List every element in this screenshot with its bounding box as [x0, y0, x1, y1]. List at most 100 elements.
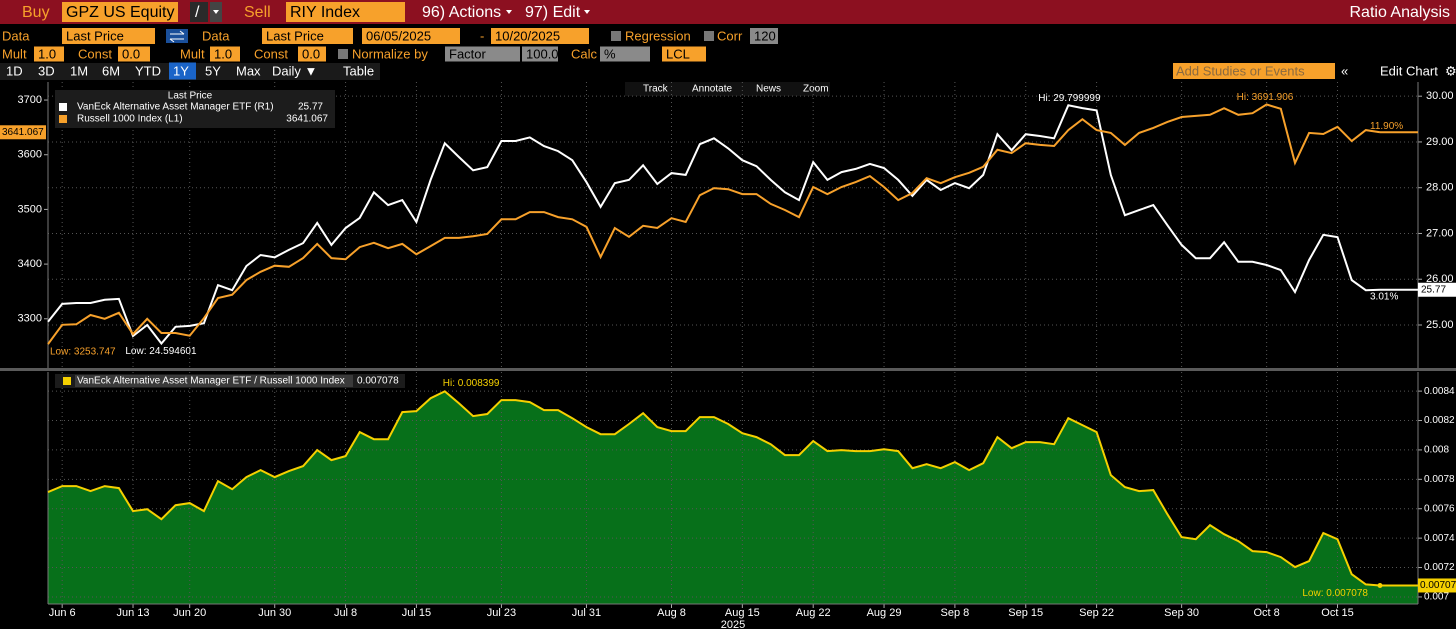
x-tick-label: Aug 8 [657, 607, 686, 619]
field-value[interactable]: 6M [102, 63, 120, 78]
security-box[interactable] [286, 2, 405, 22]
x-tick-label: Sep 8 [941, 607, 970, 619]
input-box[interactable] [262, 28, 353, 44]
input-box[interactable] [600, 46, 650, 62]
checkbox[interactable] [704, 31, 714, 41]
field-value[interactable]: Factor [449, 46, 487, 61]
hi-label: Hi: 29.799999 [1038, 93, 1101, 104]
add-studies-box[interactable] [1173, 63, 1335, 79]
field-value[interactable]: Daily ▼ [272, 63, 317, 78]
input-box[interactable] [298, 46, 326, 62]
field-value[interactable]: LCL [666, 46, 690, 61]
panel-separator [0, 368, 1456, 371]
y-tick-label: 3400 [18, 258, 42, 270]
checkbox[interactable] [338, 49, 348, 59]
legend-highlight [75, 375, 353, 387]
legend-name: VanEck Alternative Asset Manager ETF (R1… [77, 102, 274, 113]
input-box[interactable] [362, 28, 460, 44]
tool-annotate[interactable]: Annotate [692, 84, 732, 95]
y-tick-label: 0.0072 [1424, 562, 1455, 573]
field-value[interactable]: 3D [38, 63, 55, 78]
security-box[interactable] [62, 2, 178, 22]
y2-tick-label: 30.00 [1426, 90, 1454, 102]
tool-track[interactable]: Track [643, 84, 669, 95]
field-value[interactable]: Last Price [66, 28, 124, 43]
y-tick-label: 0.007 [1424, 592, 1449, 603]
field-value[interactable]: 10/20/2025 [495, 28, 560, 43]
input-box[interactable] [662, 46, 706, 62]
field-label: Calc [571, 46, 598, 61]
field-value[interactable]: 120 [754, 28, 776, 43]
y-tick-label: 0.008 [1424, 445, 1449, 456]
price-line [47, 104, 1381, 346]
y2-tick-label: 26.00 [1426, 273, 1454, 285]
field-value[interactable]: % [604, 46, 616, 61]
checkbox[interactable] [611, 31, 621, 41]
settings-icon[interactable]: ⚙ [1445, 63, 1456, 78]
field-value[interactable]: 1D [6, 63, 23, 78]
edit-menu[interactable]: 97) Edit [525, 4, 581, 21]
price-line [47, 103, 1381, 345]
field-label: Const [78, 46, 112, 61]
input-box[interactable] [34, 46, 64, 62]
legend-swatch [63, 377, 71, 385]
field-value[interactable]: 1.0 [214, 46, 232, 61]
y-tick-label: 0.0076 [1424, 503, 1455, 514]
collapse-icon[interactable]: « [1341, 63, 1348, 78]
add-studies[interactable]: Add Studies or Events [1176, 63, 1305, 78]
input-box[interactable] [118, 46, 150, 62]
field-value[interactable]: 0.0 [122, 46, 140, 61]
separator-box[interactable] [190, 2, 208, 22]
input-box[interactable] [62, 28, 155, 44]
x-tick-label: Aug 29 [867, 607, 902, 619]
x-tick-label: Jul 23 [487, 607, 516, 619]
field-value[interactable]: 100.0 [526, 46, 559, 61]
hi-label: Hi: 0.008399 [443, 378, 500, 389]
price-tag-value: 0.00707 [1420, 580, 1456, 591]
security1[interactable]: GPZ US Equity [66, 4, 174, 21]
ratio-area [48, 391, 1418, 604]
security2[interactable]: RIY Index [290, 4, 360, 21]
input-box[interactable] [445, 46, 520, 62]
field-label: Normalize by [352, 46, 428, 61]
menu-arrow [506, 10, 512, 14]
change-label: 11.90% [1370, 121, 1403, 132]
ratio-line [47, 390, 1381, 587]
field-value[interactable]: 1Y [173, 63, 189, 78]
field-value[interactable]: 1.0 [38, 46, 56, 61]
y-tick-label: 0.0074 [1424, 533, 1455, 544]
x-tick-label: Jun 13 [117, 607, 150, 619]
x-tick-label: Sep 30 [1164, 607, 1199, 619]
x-tick-label: Aug 15 [725, 607, 760, 619]
dropdown-arrow [213, 10, 219, 14]
field-value[interactable]: 0.0 [302, 46, 320, 61]
input-box[interactable] [210, 46, 240, 62]
tool-zoom[interactable]: Zoom [803, 84, 829, 95]
separator[interactable]: / [195, 4, 200, 21]
field-value[interactable]: 5Y [205, 63, 221, 78]
y-tick-label: 0.0082 [1424, 415, 1455, 426]
input-box[interactable] [522, 46, 558, 62]
field-value[interactable]: 06/05/2025 [366, 28, 431, 43]
tool-news[interactable]: News [756, 84, 781, 95]
chart-toolbar [625, 82, 830, 96]
field-value[interactable]: Max [236, 63, 261, 78]
field-value[interactable]: Last Price [266, 28, 324, 43]
field-label: Regression [625, 28, 691, 43]
input-box[interactable] [750, 28, 778, 44]
price-tag-value: 3641.067 [2, 127, 44, 138]
field-value[interactable]: Table [343, 63, 374, 78]
field-value[interactable]: YTD [135, 63, 161, 78]
edit-chart[interactable]: Edit Chart [1380, 63, 1438, 78]
legend-value: 25.77 [298, 102, 323, 113]
field-value[interactable]: 1M [70, 63, 88, 78]
input-box[interactable] [169, 62, 196, 80]
input-box[interactable] [491, 28, 589, 44]
swap-button[interactable] [166, 29, 188, 43]
sell-label: Sell [244, 4, 271, 21]
y-tick-label: 3600 [18, 149, 42, 161]
actions-menu[interactable]: 96) Actions [422, 4, 501, 21]
field-label: Mult [180, 46, 205, 61]
x-tick-label: Jul 31 [572, 607, 601, 619]
x-tick-label: Jun 6 [49, 607, 76, 619]
